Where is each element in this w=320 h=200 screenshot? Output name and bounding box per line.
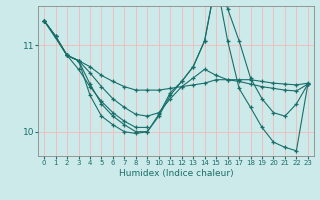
X-axis label: Humidex (Indice chaleur): Humidex (Indice chaleur) [119, 169, 233, 178]
